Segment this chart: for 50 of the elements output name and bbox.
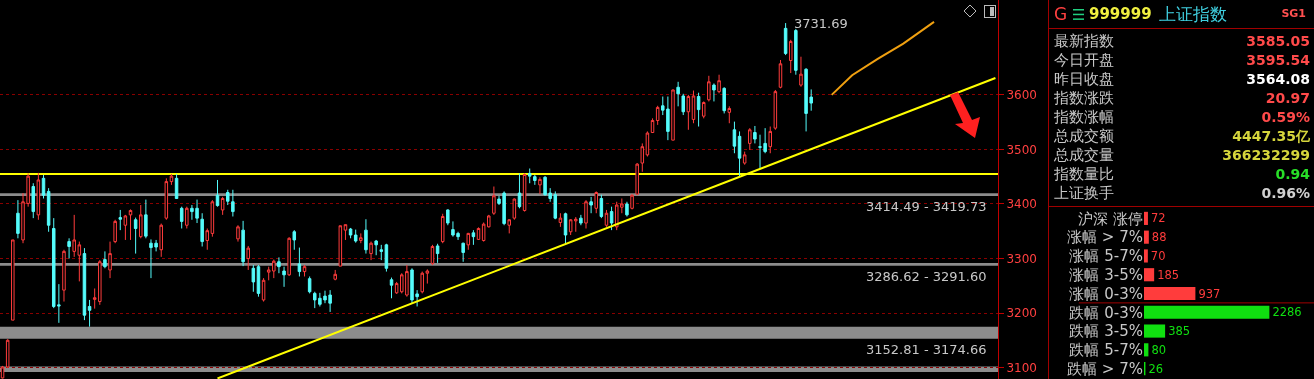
- text: 总成交量: [1054, 146, 1114, 165]
- y-tick-label: 3400: [1006, 197, 1037, 212]
- data-label: 26: [1148, 361, 1164, 376]
- data-label: 2286: [1272, 305, 1302, 320]
- y-tick-label: 跌幅 0-3%: [1069, 303, 1143, 322]
- data-label: 88: [1151, 230, 1167, 245]
- y-tick-label: 3200: [1006, 306, 1037, 321]
- text: 最新指数: [1054, 32, 1114, 51]
- data-label: 70: [1150, 249, 1166, 264]
- data-label: 185: [1157, 267, 1180, 282]
- y-tick-label: 跌幅 3-5%: [1069, 322, 1143, 341]
- data-label: 80: [1151, 342, 1167, 357]
- text: 20.97: [1265, 89, 1310, 108]
- data-label: 385: [1168, 324, 1191, 339]
- text: 上证换手: [1054, 184, 1114, 203]
- band-label: 3152.81 - 3174.66: [866, 342, 987, 357]
- text: 总成交额: [1054, 127, 1114, 146]
- y-tick-label: 涨幅 0-3%: [1069, 284, 1143, 303]
- text: 3564.08: [1246, 70, 1310, 89]
- text: 0.59%: [1261, 108, 1310, 127]
- y-tick-label: 涨幅 5-7%: [1069, 247, 1143, 266]
- text: 指数涨跌: [1054, 89, 1114, 108]
- y-tick-label: 3500: [1006, 142, 1037, 157]
- text: SG1: [1281, 6, 1306, 22]
- text: 3585.05: [1246, 32, 1310, 51]
- text: 指数涨幅: [1054, 108, 1114, 127]
- band-label: 3286.62 - 3291.60: [866, 269, 987, 284]
- text: 昨日收盘: [1054, 70, 1114, 89]
- text: G: [1054, 3, 1068, 26]
- text: 366232299: [1222, 146, 1310, 165]
- data-label: 937: [1198, 286, 1221, 301]
- data-label: 72: [1150, 211, 1166, 226]
- y-tick-label: 3600: [1006, 88, 1037, 103]
- y-tick-label: 沪深 涨停: [1078, 209, 1143, 228]
- text: 4447.35亿: [1232, 127, 1310, 146]
- annotation: 3731.69: [794, 16, 848, 31]
- text: 0.96%: [1261, 184, 1310, 203]
- y-tick-label: 3100: [1006, 360, 1037, 375]
- text: 指数量比: [1054, 165, 1114, 184]
- text: 0.94: [1275, 165, 1310, 184]
- y-tick-label: 跌幅 5-7%: [1069, 341, 1143, 360]
- band-label: 3414.49 - 3419.73: [866, 199, 987, 214]
- text: 上证指数: [1159, 3, 1227, 26]
- text: 3595.54: [1246, 51, 1310, 70]
- y-tick-label: 涨幅 > 7%: [1067, 228, 1143, 247]
- y-tick-label: 涨幅 3-5%: [1069, 265, 1143, 284]
- text: 今日开盘: [1054, 51, 1114, 70]
- y-tick-label: 3300: [1006, 251, 1037, 266]
- y-tick-label: 跌幅 > 7%: [1067, 359, 1143, 378]
- text: 999999: [1089, 4, 1152, 25]
